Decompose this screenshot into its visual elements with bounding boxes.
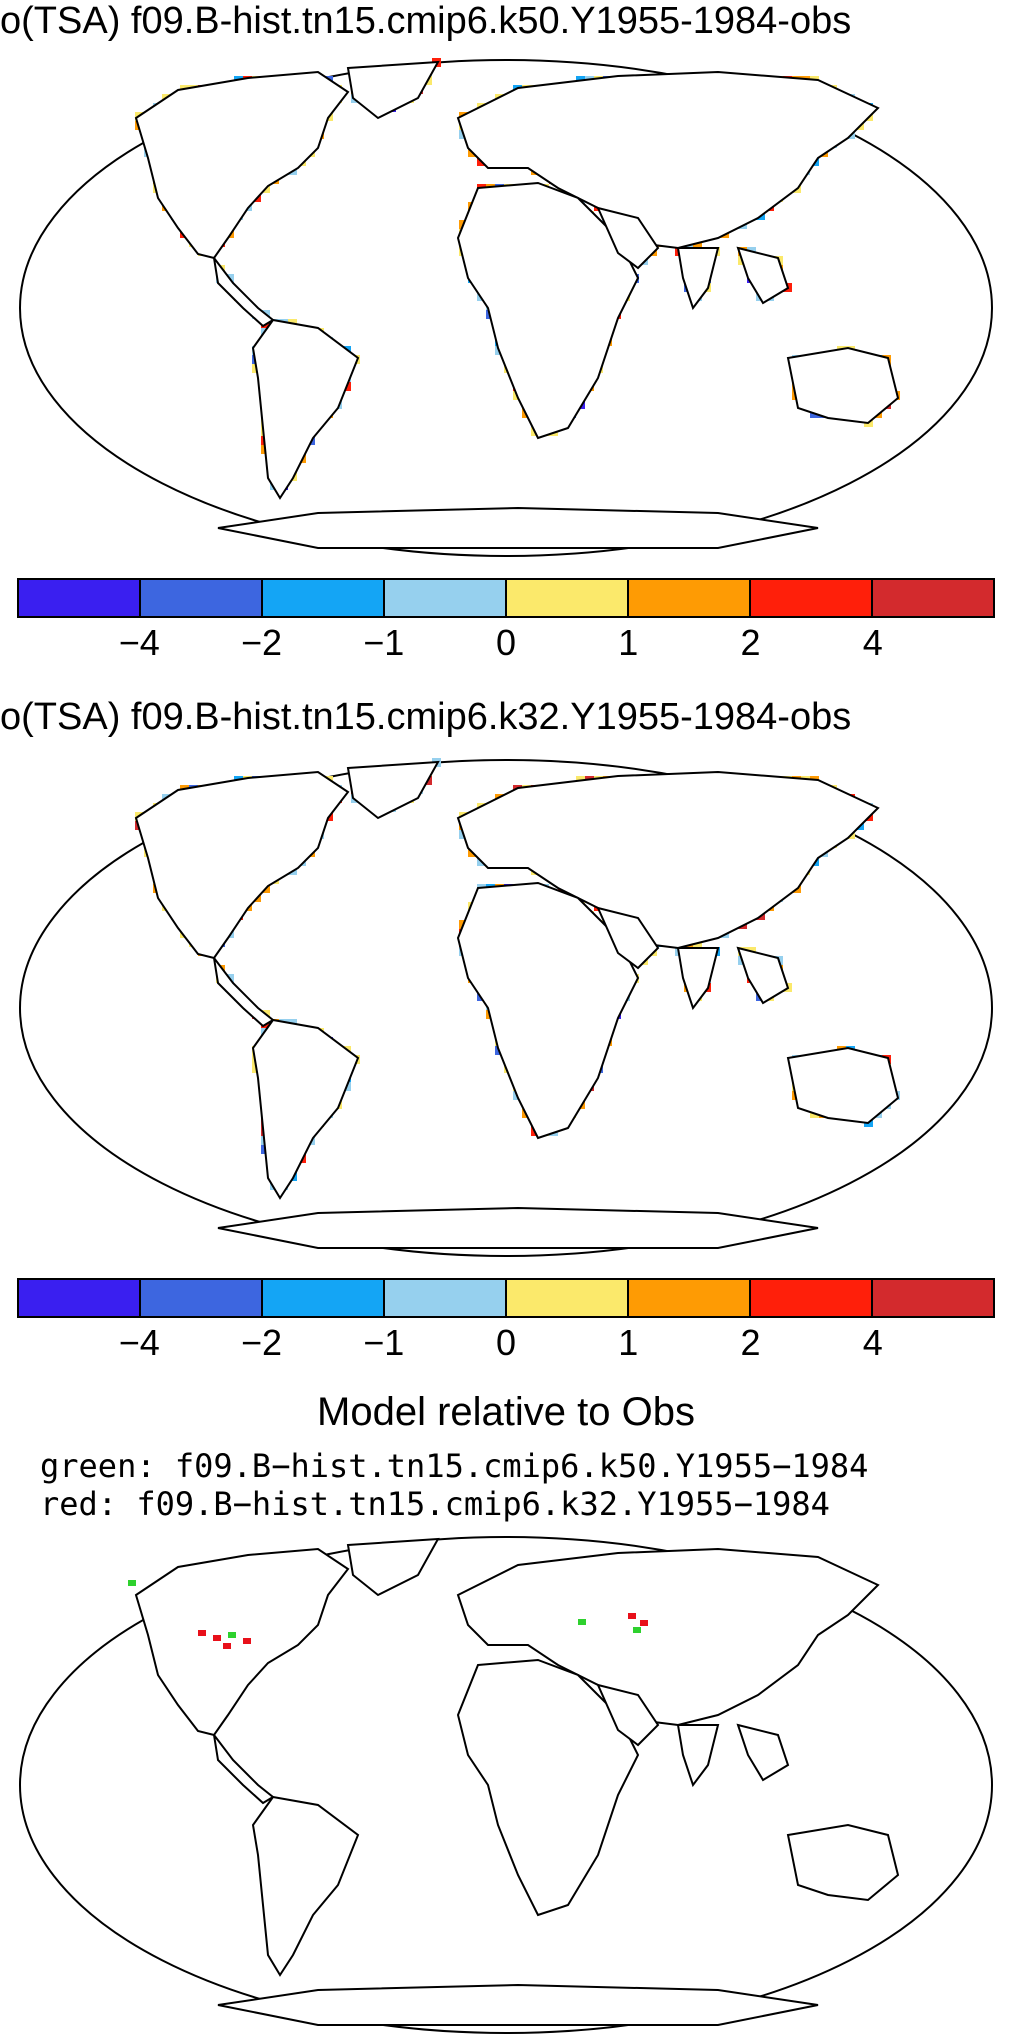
continent-southeast-asia <box>736 246 790 305</box>
continent-north-america <box>134 70 350 260</box>
comparison-marks <box>128 1580 648 1649</box>
continent-europe-asia <box>456 1547 880 1727</box>
land-outlines <box>134 760 900 1249</box>
panel-2-title: o(TSA) f09.B-hist.tn15.cmip6.k32.Y1955-1… <box>0 696 852 738</box>
colorbar-tick-label: −1 <box>363 1322 405 1363</box>
continent-india <box>676 1724 720 1788</box>
continent-southeast-asia <box>736 946 790 1005</box>
comparison-map <box>19 1536 993 2034</box>
significance-mark <box>633 1627 641 1633</box>
continent-europe-asia <box>456 70 880 250</box>
continent-arabia <box>596 206 660 270</box>
continent-greenland <box>346 60 440 120</box>
continent-africa <box>456 881 640 1140</box>
colorbar-swatch <box>263 580 385 616</box>
colorbar-tick-label: 4 <box>862 1322 883 1363</box>
continent-arabia <box>596 906 660 970</box>
significance-mark <box>213 1635 221 1641</box>
continent-greenland <box>346 760 440 820</box>
colorbar-tick-label: 1 <box>618 622 639 663</box>
continent-antarctica <box>217 1983 819 2026</box>
colorbar-tick-label: −4 <box>118 1322 160 1363</box>
colorbar-swatch <box>385 580 507 616</box>
continent-south-america <box>251 1795 360 1977</box>
colorbar-tick-label: −4 <box>118 622 160 663</box>
continent-india <box>676 247 720 311</box>
colorbar-swatch <box>629 580 751 616</box>
colorbar-swatch <box>19 1280 141 1316</box>
colorbar-tick-label: 2 <box>740 622 761 663</box>
colorbar-swatch <box>141 1280 263 1316</box>
continent-central-america <box>213 957 275 1028</box>
colorbar-tick-label: 2 <box>740 1322 761 1363</box>
land-outlines <box>134 1537 900 2026</box>
colorbar-swatch <box>507 1280 629 1316</box>
colorbar-tick-label: −1 <box>363 622 405 663</box>
significance-mark <box>628 1613 636 1619</box>
colorbar-swatch <box>141 580 263 616</box>
continent-antarctica <box>217 1206 819 1249</box>
continent-australia <box>786 1046 900 1125</box>
colorbar-swatch <box>873 580 993 616</box>
panel-2-map <box>19 758 993 1257</box>
colorbar-swatch <box>19 580 141 616</box>
continent-southeast-asia <box>736 1723 790 1782</box>
continent-central-america <box>213 1734 275 1805</box>
significance-mark <box>578 1619 586 1625</box>
colorbar-swatch <box>751 580 873 616</box>
colorbar-tick-label: 0 <box>495 622 517 663</box>
land-outlines <box>134 60 900 549</box>
significance-mark <box>243 1638 251 1644</box>
continent-europe-asia <box>456 770 880 950</box>
significance-mark <box>228 1632 236 1638</box>
continent-india <box>676 947 720 1011</box>
green-legend-label: green: f09.B−hist.tn15.cmip6.k50.Y1955−1… <box>40 1447 869 1485</box>
panel-1-title: o(TSA) f09.B-hist.tn15.cmip6.k50.Y1955-1… <box>0 0 852 42</box>
continent-north-america <box>134 1547 350 1737</box>
red-legend-label: red: f09.B−hist.tn15.cmip6.k32.Y1955−198… <box>40 1485 830 1523</box>
colorbar-swatch <box>385 1280 507 1316</box>
continent-north-america <box>134 770 350 960</box>
colorbar-tick-label: 1 <box>618 1322 639 1363</box>
continent-australia <box>786 346 900 425</box>
significance-mark <box>128 1580 136 1586</box>
colorbar-tick-label: −2 <box>240 622 283 663</box>
continent-africa <box>456 1658 640 1917</box>
continent-australia <box>786 1823 900 1902</box>
continent-south-america <box>251 318 360 500</box>
colorbar-tick-label: 0 <box>495 1322 517 1363</box>
colorbar-1 <box>17 578 995 618</box>
colorbar-swatch <box>873 1280 993 1316</box>
significance-mark <box>640 1620 648 1626</box>
continent-antarctica <box>217 506 819 549</box>
colorbar-swatch <box>507 580 629 616</box>
continent-arabia <box>596 1683 660 1747</box>
panel-1-map <box>19 58 993 557</box>
continent-africa <box>456 181 640 440</box>
continent-greenland <box>346 1537 440 1597</box>
significance-mark <box>198 1630 206 1636</box>
colorbar-swatch <box>629 1280 751 1316</box>
colorbar-swatch <box>263 1280 385 1316</box>
colorbar-tick-label: −2 <box>240 1322 283 1363</box>
significance-mark <box>223 1643 231 1649</box>
colorbar-tick-label: 4 <box>862 622 883 663</box>
colorbar-swatch <box>751 1280 873 1316</box>
continent-central-america <box>213 257 275 328</box>
comparison-title: Model relative to Obs <box>317 1390 695 1434</box>
continent-south-america <box>251 1018 360 1200</box>
colorbar-2 <box>17 1278 995 1318</box>
